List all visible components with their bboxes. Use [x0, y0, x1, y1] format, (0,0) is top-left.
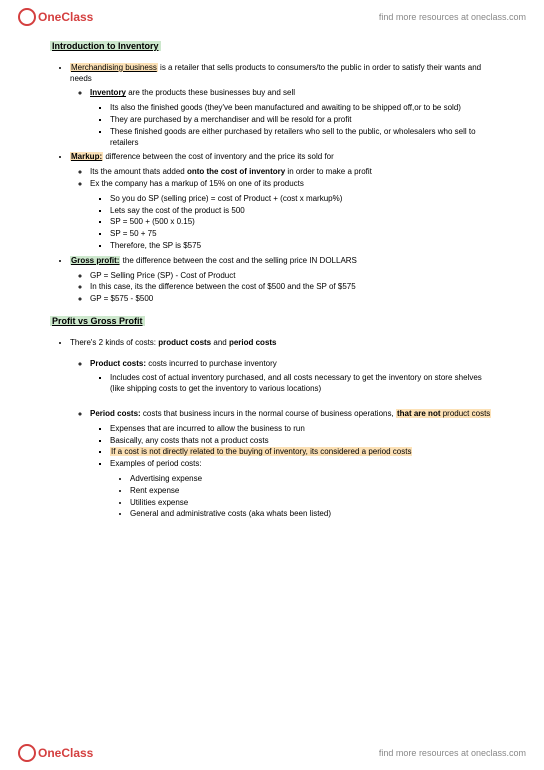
term-merchandising: Merchandising business	[70, 63, 158, 72]
footer-tagline: find more resources at oneclass.com	[379, 748, 526, 758]
list-item: Merchandising business is a retailer tha…	[70, 63, 494, 149]
list-item: Therefore, the SP is $575	[110, 241, 494, 252]
footer: OneClass find more resources at oneclass…	[0, 736, 544, 770]
list-item: In this case, its the difference between…	[90, 282, 494, 293]
list-item: Ex the company has a markup of 15% on on…	[90, 179, 494, 190]
list-item: So you do SP (selling price) = cost of P…	[110, 194, 494, 205]
list-item: Lets say the cost of the product is 500	[110, 206, 494, 217]
brand-name: OneClass	[38, 10, 93, 24]
list-item: If a cost is not directly related to the…	[110, 447, 494, 458]
footer-brand-logo: OneClass	[18, 744, 93, 762]
def-inventory: are the products these businesses buy an…	[126, 88, 295, 97]
header: OneClass find more resources at oneclass…	[0, 0, 544, 34]
brand-logo: OneClass	[18, 8, 93, 26]
list-item: SP = 500 + (500 x 0.15)	[110, 217, 494, 228]
list-item: Utilities expense	[130, 498, 494, 509]
term-product-costs: Product costs:	[90, 359, 146, 368]
list-item: Gross profit: the difference between the…	[70, 256, 494, 305]
list-item: Period costs: costs that business incurs…	[90, 409, 494, 520]
def-period-a: costs that business incurs in the normal…	[141, 409, 396, 418]
logo-circle-icon	[18, 8, 36, 26]
document-body: Introduction to Inventory Merchandising …	[0, 34, 544, 530]
list-item: Expenses that are incurred to allow the …	[110, 424, 494, 435]
section-title-intro: Introduction to Inventory	[50, 41, 161, 51]
list-item: GP = $575 - $500	[90, 294, 494, 305]
term-period-costs: Period costs:	[90, 409, 141, 418]
list-item: Product costs: costs incurred to purchas…	[90, 359, 494, 395]
list-item: Its the amount thats added onto the cost…	[90, 167, 494, 178]
list-item: Rent expense	[130, 486, 494, 497]
term-markup: Markup:	[70, 152, 103, 161]
def-markup: difference between the cost of inventory…	[103, 152, 334, 161]
list-item: Its also the finished goods (they've bee…	[110, 103, 494, 114]
term-inventory: Inventory	[90, 88, 126, 97]
list-item: Examples of period costs:	[110, 459, 494, 470]
list-item: SP = 50 + 75	[110, 229, 494, 240]
list-item: Inventory are the products these busines…	[90, 88, 494, 148]
section-title-profit: Profit vs Gross Profit	[50, 316, 145, 326]
list-item: Includes cost of actual inventory purcha…	[110, 373, 494, 395]
logo-circle-icon	[18, 744, 36, 762]
list-item: Markup: difference between the cost of i…	[70, 152, 494, 251]
list-item: GP = Selling Price (SP) - Cost of Produc…	[90, 271, 494, 282]
list-item: Basically, any costs thats not a product…	[110, 436, 494, 447]
markup-sub1a: Its the amount thats added	[90, 167, 187, 176]
def-period-b: that are not product costs	[396, 409, 491, 418]
list-item: Advertising expense	[130, 474, 494, 485]
markup-sub1c: in order to make a profit	[285, 167, 372, 176]
list-item: These finished goods are either purchase…	[110, 127, 494, 149]
period-sub3-hl: If a cost is not directly related to the…	[110, 447, 412, 456]
intro-a: There's 2 kinds of costs:	[70, 338, 158, 347]
list-item: General and administrative costs (aka wh…	[130, 509, 494, 520]
def-gross-profit: the difference between the cost and the …	[120, 256, 356, 265]
list-item: They are purchased by a merchandiser and…	[110, 115, 494, 126]
intro-b: product costs	[158, 338, 211, 347]
header-tagline: find more resources at oneclass.com	[379, 12, 526, 22]
markup-sub1b: onto the cost of inventory	[187, 167, 285, 176]
intro-c: and	[211, 338, 229, 347]
def-product-costs: costs incurred to purchase inventory	[146, 359, 277, 368]
list-item: There's 2 kinds of costs: product costs …	[70, 338, 494, 520]
intro-d: period costs	[229, 338, 277, 347]
footer-brand-name: OneClass	[38, 746, 93, 760]
term-gross-profit: Gross profit:	[70, 256, 120, 265]
